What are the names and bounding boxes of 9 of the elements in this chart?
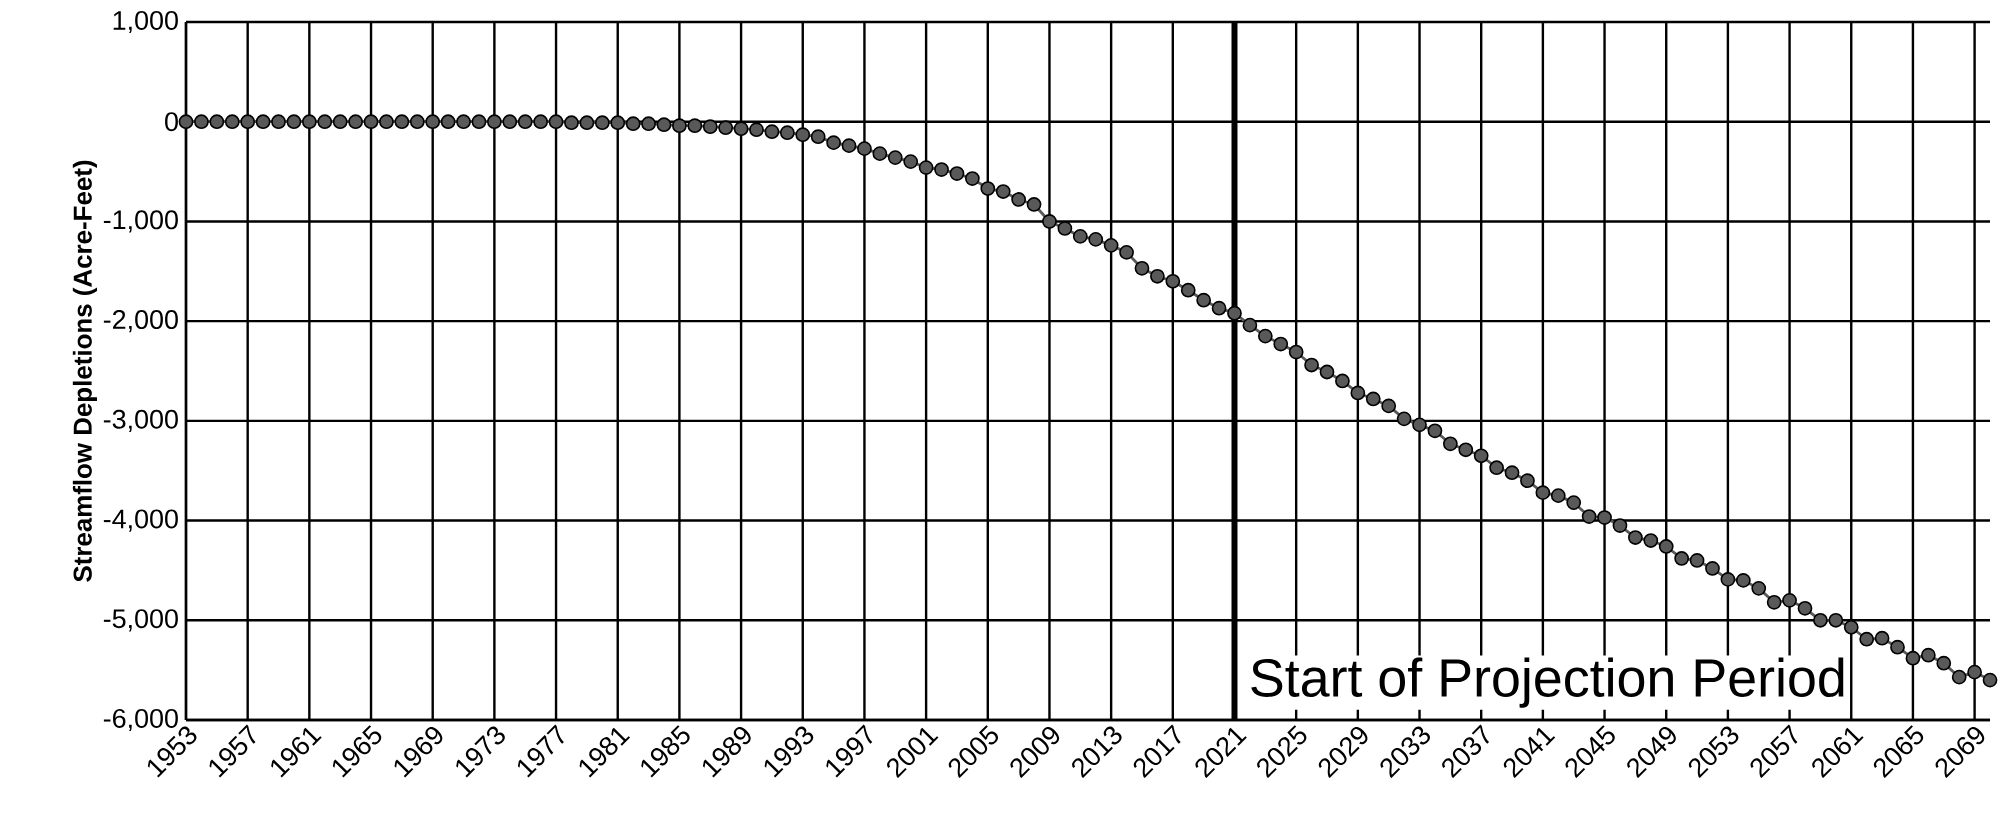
y-tick-label: 1,000: [113, 10, 178, 34]
y-tick-label: -2,000: [103, 310, 178, 333]
y-tick-label: -4,000: [103, 509, 178, 532]
y-tick-label: -5,000: [103, 609, 178, 632]
y-tick-label: -3,000: [103, 409, 178, 432]
y-tick-label: -1,000: [103, 210, 178, 233]
y-tick-label: 0: [165, 112, 178, 132]
ref-line-label: Start of Projection Period: [1251, 657, 1844, 708]
y-axis-title: Streamflow Depletions (Acre-Feet): [72, 160, 97, 582]
